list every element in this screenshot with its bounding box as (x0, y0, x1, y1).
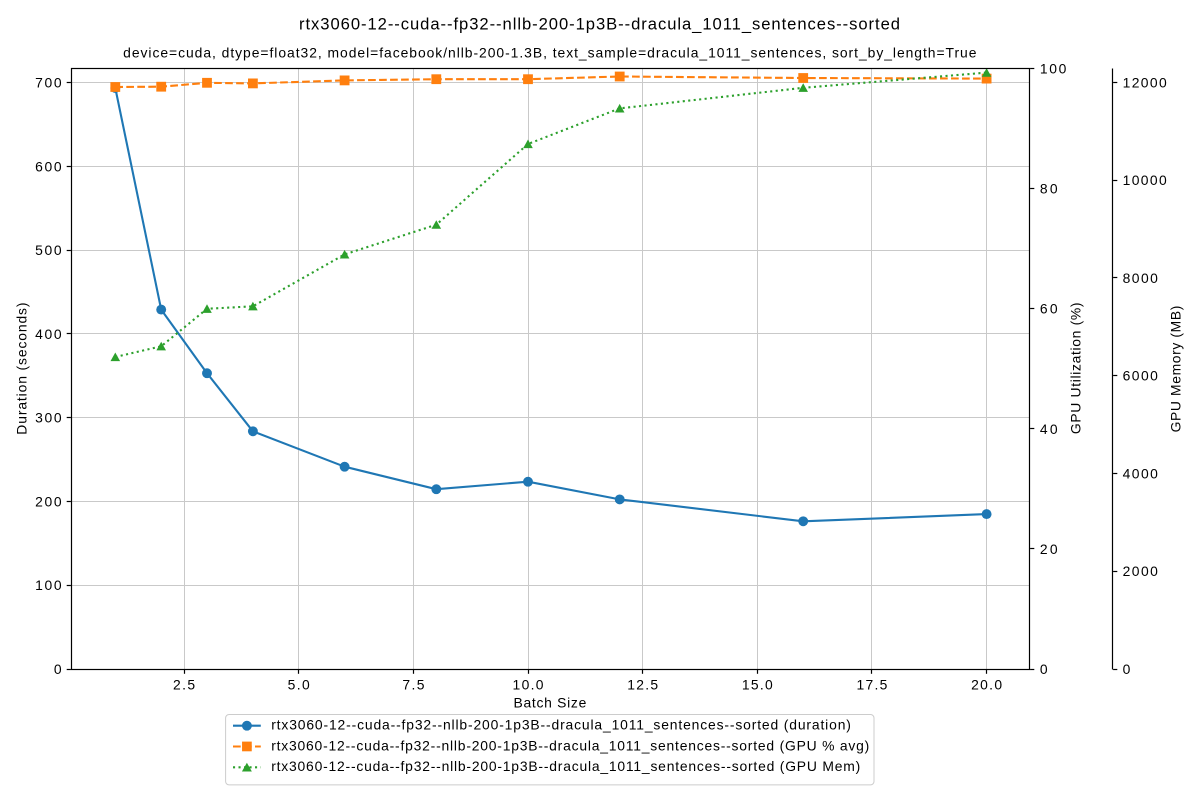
svg-text:rtx3060-12--cuda--fp32--nllb-2: rtx3060-12--cuda--fp32--nllb-200-1p3B--d… (271, 737, 869, 753)
svg-text:17.5: 17.5 (856, 676, 887, 692)
svg-text:12000: 12000 (1123, 74, 1167, 90)
svg-text:0: 0 (54, 661, 62, 677)
svg-text:15.0: 15.0 (742, 676, 773, 692)
svg-text:2.5: 2.5 (173, 676, 195, 692)
svg-text:80: 80 (1040, 181, 1058, 197)
svg-text:60: 60 (1040, 301, 1058, 317)
svg-text:20: 20 (1040, 541, 1058, 557)
svg-text:rtx3060-12--cuda--fp32--nllb-2: rtx3060-12--cuda--fp32--nllb-200-1p3B--d… (271, 717, 851, 733)
svg-text:100: 100 (35, 577, 62, 593)
svg-text:0: 0 (1123, 661, 1131, 677)
svg-text:40: 40 (1040, 421, 1058, 437)
svg-text:2000: 2000 (1123, 563, 1159, 579)
svg-text:device=cuda, dtype=float32, mo: device=cuda, dtype=float32, model=facebo… (123, 45, 977, 61)
svg-text:rtx3060-12--cuda--fp32--nllb-2: rtx3060-12--cuda--fp32--nllb-200-1p3B--d… (271, 758, 860, 774)
svg-text:20.0: 20.0 (971, 676, 1002, 692)
svg-text:0: 0 (1040, 661, 1048, 677)
svg-text:700: 700 (35, 75, 62, 91)
svg-text:300: 300 (35, 410, 62, 426)
svg-text:600: 600 (35, 158, 62, 174)
svg-text:rtx3060-12--cuda--fp32--nllb-2: rtx3060-12--cuda--fp32--nllb-200-1p3B--d… (299, 14, 900, 33)
svg-text:500: 500 (35, 242, 62, 258)
svg-text:400: 400 (35, 326, 62, 342)
svg-text:GPU Utilization (%): GPU Utilization (%) (1067, 303, 1083, 435)
svg-text:7.5: 7.5 (402, 676, 424, 692)
svg-text:8000: 8000 (1123, 270, 1159, 286)
svg-text:12.5: 12.5 (627, 676, 658, 692)
svg-text:GPU Memory (MB): GPU Memory (MB) (1167, 306, 1183, 433)
svg-text:Duration (seconds): Duration (seconds) (14, 303, 30, 435)
svg-text:200: 200 (35, 493, 62, 509)
svg-text:6000: 6000 (1123, 368, 1159, 384)
svg-text:10.0: 10.0 (513, 676, 544, 692)
svg-text:Batch Size: Batch Size (514, 695, 587, 711)
svg-text:100: 100 (1040, 60, 1067, 76)
svg-text:5.0: 5.0 (288, 676, 310, 692)
svg-text:10000: 10000 (1123, 172, 1167, 188)
svg-text:4000: 4000 (1123, 466, 1159, 482)
